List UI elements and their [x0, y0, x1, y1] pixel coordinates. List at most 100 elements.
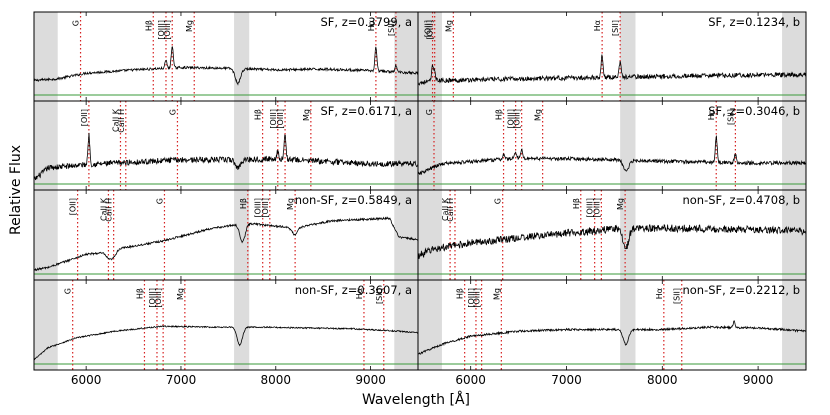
spectrum-panel: G Hβ [OIII][OIII] Mg Hα [SII]SF, z=0.3046, b: [417, 100, 807, 191]
telluric-band: [394, 101, 418, 190]
line-label: CaII K: [111, 108, 120, 132]
line-label: [OIII]: [148, 288, 157, 308]
x-tick-label: 8000: [647, 373, 678, 387]
spectrum-panel: G Hβ [OIII][OIII] Mg Hα [SII]SF, z=0.3799, a: [33, 11, 419, 102]
panel-label: non-SF, z=0.5849, a: [295, 193, 412, 207]
spectrum-panel: [OII][OIII] Mg Hα [SII] SF, z=0.1234, b: [417, 11, 807, 102]
line-label: Mg: [492, 288, 501, 300]
line-label: [OIII]: [513, 109, 522, 129]
line-label: [OIII]: [507, 109, 516, 129]
line-label: [OII]: [424, 20, 433, 37]
line-label: [SII]: [375, 288, 384, 304]
line-label: Mg: [185, 20, 194, 32]
x-tick-label: 7000: [551, 373, 582, 387]
spectrum-line: [418, 54, 806, 86]
line-label: Mg: [534, 109, 543, 121]
line-label: Hβ: [135, 288, 144, 299]
line-label: [OIII]: [157, 20, 166, 40]
line-label: [OIII]: [154, 288, 163, 308]
line-label: [OII]: [80, 109, 89, 126]
line-label: Hβ: [239, 198, 248, 209]
line-label: Hβ: [572, 198, 581, 209]
line-label: [OIII]: [276, 109, 285, 129]
panel-label: non-SF, z=0.4708, b: [682, 193, 800, 207]
spectrum-line: [418, 135, 806, 176]
line-label: [OII]: [69, 198, 78, 215]
telluric-band: [782, 101, 806, 190]
line-label: CaII H: [446, 198, 455, 222]
panel-label: SF, z=0.1234, b: [708, 15, 800, 29]
spectrum-line: [418, 223, 806, 260]
telluric-band: [620, 280, 636, 370]
y-axis-label: Relative Flux: [8, 145, 24, 235]
panel-label: non-SF, z=0.3607, a: [295, 283, 412, 297]
telluric-band: [34, 280, 58, 370]
telluric-band: [418, 280, 442, 370]
telluric-band: [620, 190, 636, 280]
line-label: [OIII]: [592, 198, 601, 218]
telluric-band: [782, 190, 806, 280]
line-label: CaII H: [105, 198, 114, 222]
line-label: [OIII]: [254, 198, 263, 218]
panel-frame: [417, 279, 807, 371]
line-label: Mg: [286, 198, 295, 210]
spectrum-line: [418, 319, 806, 355]
telluric-band: [394, 280, 418, 370]
line-label: G: [425, 109, 434, 115]
line-label: Hα: [355, 288, 364, 299]
telluric-band: [620, 12, 636, 101]
telluric-band: [234, 12, 250, 101]
x-tick-label: 7000: [166, 373, 197, 387]
line-label: Mg: [176, 288, 185, 300]
line-label: [SII]: [673, 288, 682, 304]
line-label: [SII]: [387, 20, 396, 36]
spectrum-panel: Hβ [OIII][OIII] Mg Hα [SII] non-SF, z=0.2212,…: [417, 279, 807, 371]
spectrum-panel: G Hβ [OIII][OIII] Mg Hα [SII]non-SF, z=0.3607…: [33, 279, 419, 371]
x-tick-label: 6000: [71, 373, 102, 387]
line-label: [OIII]: [426, 20, 435, 40]
line-label: [OIII]: [269, 109, 278, 129]
line-label: Mg: [444, 20, 453, 32]
line-label: [OIII]: [586, 198, 595, 218]
telluric-band: [620, 101, 636, 190]
spectrum-line: [34, 46, 418, 86]
x-tick-label: 9000: [355, 373, 386, 387]
telluric-band: [782, 12, 806, 101]
telluric-band: [394, 190, 418, 280]
line-label: [OIII]: [467, 288, 476, 308]
panel-label: SF, z=0.6171, a: [321, 104, 413, 118]
telluric-band: [234, 280, 250, 370]
line-label: [OIII]: [473, 288, 482, 308]
line-label: CaII K: [441, 197, 450, 221]
x-tick-label: 9000: [743, 373, 774, 387]
telluric-band: [34, 190, 58, 280]
line-label: CaII H: [117, 109, 126, 133]
line-label: G: [155, 198, 164, 204]
line-label: [OIII]: [163, 20, 172, 40]
line-label: Mg: [616, 198, 625, 210]
line-label: Hβ: [456, 288, 465, 299]
telluric-band: [234, 101, 250, 190]
panel-label: non-SF, z=0.2212, b: [682, 283, 800, 297]
line-label: [SII]: [726, 109, 735, 125]
telluric-band: [418, 190, 442, 280]
spectrum-line: [34, 216, 418, 272]
line-label: Hβ: [495, 109, 504, 120]
axes-layer: 6000 7000 8000 9000 6000 7000 8000 9000: [71, 373, 773, 387]
x-tick-label: 6000: [455, 373, 486, 387]
line-label: [OIII]: [261, 198, 270, 218]
panel-label: SF, z=0.3799, a: [321, 15, 413, 29]
telluric-band: [34, 12, 58, 101]
line-label: Hβ: [254, 109, 263, 120]
panels-layer: G Hβ [OIII][OIII] Mg Hα [SII]SF, z=0.3799, a[…: [33, 11, 807, 371]
x-axis-label: Wavelength [Å]: [362, 391, 470, 408]
line-label: G: [168, 109, 177, 115]
line-label: Mg: [302, 109, 311, 121]
line-label: CaII K: [99, 197, 108, 221]
panel-label: SF, z=0.3046, b: [708, 104, 800, 118]
line-label: Hα: [707, 109, 716, 120]
telluric-band: [782, 280, 806, 370]
telluric-band: [234, 190, 250, 280]
